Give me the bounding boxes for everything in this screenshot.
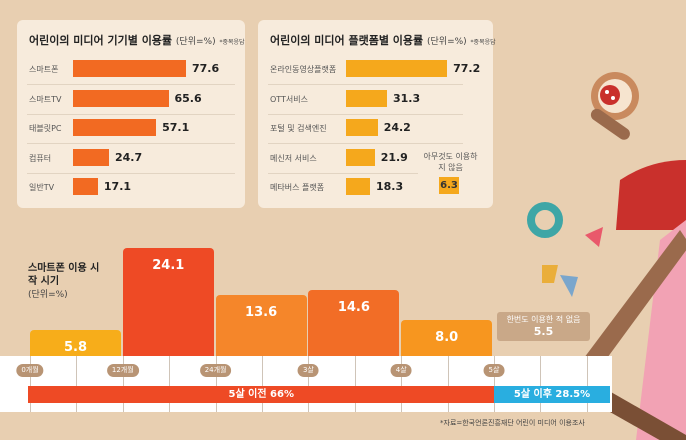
bar-value: 65.6 xyxy=(174,91,202,105)
bar-value: 31.3 xyxy=(393,91,421,105)
tick-label: 0개월 xyxy=(16,364,44,377)
bar-label: OTT서비스 xyxy=(270,94,309,104)
bar-label: 일반TV xyxy=(29,183,55,192)
panel-title: 어린이의 미디어 기기별 이용률 (단위=%) *중복응답 xyxy=(29,34,245,47)
gridline xyxy=(122,356,124,412)
bar-label: 메타버스 플랫폼 xyxy=(270,183,325,192)
gridline xyxy=(169,356,171,412)
tick-label: 3살 xyxy=(297,364,319,377)
bar-row: 일반TV 17.1 xyxy=(27,174,235,203)
bar xyxy=(73,148,109,166)
bar-row: 컴퓨터 24.7 xyxy=(27,145,235,174)
start-bar: 24.1 xyxy=(122,247,214,356)
source-note: *자료=한국언론진흥재단 어린이 미디어 이용조사 xyxy=(440,419,585,427)
bar xyxy=(346,119,378,136)
gridline xyxy=(215,356,217,412)
bar-label: 메신저 서비스 xyxy=(270,153,317,163)
panel-title: 어린이의 미디어 플랫폼별 이용률 (단위=%) *중복응답 xyxy=(270,34,496,47)
bar-value: 18.3 xyxy=(375,180,404,193)
tick-label: 12개월 xyxy=(106,364,139,377)
gridline xyxy=(494,356,495,412)
gridline xyxy=(308,356,310,412)
bar xyxy=(346,60,448,77)
summary-bar: 5살 이전 66% xyxy=(28,386,494,403)
bar xyxy=(346,89,387,107)
bar xyxy=(346,148,375,166)
none-used-value: 6.3 xyxy=(439,177,459,194)
bar xyxy=(346,178,370,195)
bar-row: 태블릿PC 57.1 xyxy=(27,115,235,144)
bar-value: 57.1 xyxy=(162,121,190,134)
bar-label: 포털 및 검색엔진 xyxy=(270,124,327,133)
bar-row: 온라인동영상플랫폼 77.2 xyxy=(268,56,480,85)
bar-label: 태블릿PC xyxy=(29,124,62,133)
bar-row: 스마트TV 65.6 xyxy=(27,86,235,115)
bar xyxy=(73,89,169,107)
bar-row: OTT서비스 31.3 xyxy=(268,86,463,115)
tick-label: 24개월 xyxy=(199,364,232,377)
bar xyxy=(73,60,186,77)
none-used-label: 아무것도 이용하지 않음 xyxy=(423,152,478,172)
bar-row: 메신저 서비스 21.9 xyxy=(268,145,418,174)
bar-row: 메타버스 플랫폼 18.3 xyxy=(268,174,418,203)
bar xyxy=(73,119,157,136)
bar-label: 스마트TV xyxy=(29,94,62,104)
bar-label: 컴퓨터 xyxy=(29,153,52,163)
summary-bar: 5살 이후 28.5% xyxy=(494,386,610,403)
bar-row: 포털 및 검색엔진 24.2 xyxy=(268,115,463,144)
tick-label: 4살 xyxy=(390,364,412,377)
gridline xyxy=(447,356,449,412)
gridline xyxy=(30,356,31,412)
toy-decoration xyxy=(527,72,686,440)
gridline xyxy=(540,356,542,412)
bar-label: 온라인동영상플랫폼 xyxy=(270,65,337,74)
bar-value: 77.2 xyxy=(453,62,481,75)
gridline xyxy=(354,356,356,412)
gridline xyxy=(586,356,588,412)
bar xyxy=(73,178,98,195)
bar-value: 77.6 xyxy=(191,62,220,75)
start-bar: 5.8 xyxy=(30,329,121,356)
platform-usage-panel: 어린이의 미디어 플랫폼별 이용률 (단위=%) *중복응답 온라인동영상플랫폼… xyxy=(258,20,496,208)
start-bar: 13.6 xyxy=(215,294,307,356)
gridline xyxy=(401,356,403,412)
bar-row: 스마트폰 77.6 xyxy=(27,56,235,85)
gridline xyxy=(262,356,263,412)
bar-label: 스마트폰 xyxy=(29,65,59,74)
start-chart-title: 스마트폰 이용 시작 시기 (단위=%) xyxy=(28,263,100,300)
start-bar: 14.6 xyxy=(308,290,400,356)
tick-label: 5살 xyxy=(483,364,505,377)
gridline xyxy=(76,356,78,412)
bar-value: 24.2 xyxy=(383,121,411,134)
bar-value: 17.1 xyxy=(103,180,132,193)
start-bar: 8.0 xyxy=(401,320,493,356)
device-usage-panel: 어린이의 미디어 기기별 이용률 (단위=%) *중복응답 스마트폰 77.6 스마… xyxy=(17,20,245,208)
bar-value: 24.7 xyxy=(114,150,143,164)
never-used-box: 한번도 이용한 적 없음 5.5 xyxy=(497,312,590,341)
bar-value: 21.9 xyxy=(380,150,408,164)
